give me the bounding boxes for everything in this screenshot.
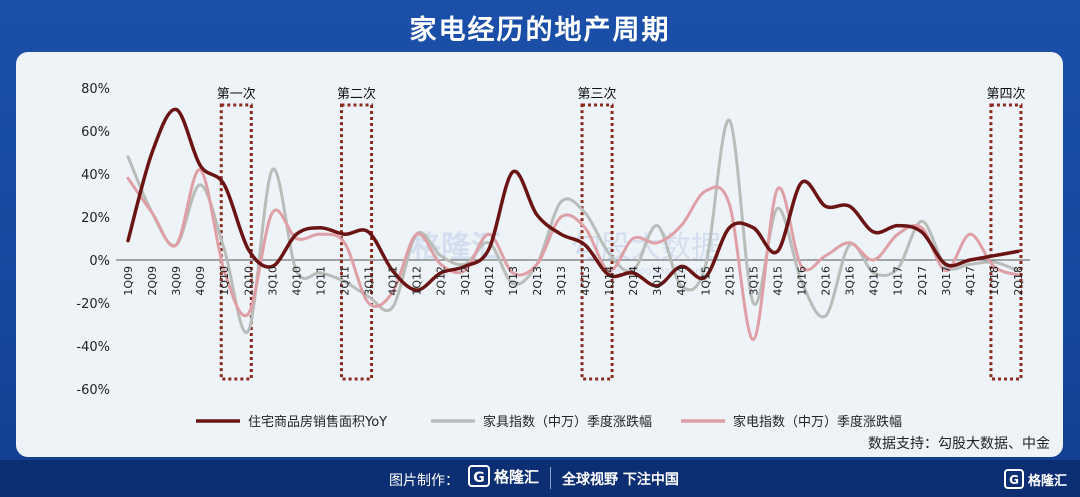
- x-tick-label: 3Q14: [651, 266, 664, 296]
- series-line-2: [126, 118, 1020, 335]
- x-tick-label: 2Q15: [723, 266, 736, 296]
- made-by-label: 图片制作：: [389, 473, 459, 489]
- x-tick-label: 2Q13: [531, 266, 544, 296]
- corner-brand: 格隆汇: [1028, 474, 1068, 489]
- x-tick-label: 3Q10: [266, 266, 279, 296]
- x-tick-label: 2Q18: [1012, 266, 1025, 296]
- x-tick-label: 1Q13: [507, 266, 520, 296]
- x-tick-label: 3Q16: [844, 266, 857, 296]
- y-tick-label: -40%: [76, 340, 110, 355]
- highlight-box: [219, 103, 253, 381]
- x-tick-label: 4Q16: [868, 266, 881, 296]
- highlight-box: [989, 103, 1023, 381]
- x-tick-label: 3Q11: [363, 266, 376, 296]
- chart-panel: [16, 52, 1063, 457]
- page-title: 家电经历的地产周期: [409, 15, 671, 46]
- x-tick-label: 3Q09: [170, 266, 183, 296]
- x-tick-label: 1Q14: [603, 266, 616, 296]
- highlight-box: [340, 103, 374, 381]
- highlight-label: 第三次: [578, 86, 617, 102]
- x-tick-label: 2Q11: [339, 266, 352, 296]
- x-tick-label: 4Q10: [290, 266, 303, 296]
- x-tick-label: 1Q18: [988, 266, 1001, 296]
- source-note: 数据支持：勾股大数据、中金: [868, 436, 1050, 452]
- x-tick-label: 4Q14: [675, 266, 688, 296]
- x-tick-label: 1Q15: [699, 266, 712, 296]
- highlight-label: 第一次: [217, 86, 256, 102]
- x-tick-label: 2Q16: [820, 266, 833, 296]
- x-tick-label: 1Q11: [314, 266, 327, 296]
- x-tick-label: 4Q17: [964, 266, 977, 296]
- x-tick-label: 1Q16: [796, 266, 809, 296]
- x-tick-label: 2Q10: [242, 266, 255, 296]
- x-tick-label: 4Q12: [483, 266, 496, 296]
- y-tick-label: 80%: [81, 82, 110, 97]
- footer-brand: 格隆汇: [494, 468, 540, 486]
- y-tick-label: 0%: [89, 254, 110, 269]
- series-line-3: [126, 168, 1020, 342]
- legend-label: 家具指数（中万）季度涨跌幅: [483, 414, 652, 430]
- x-tick-label: 2Q09: [146, 266, 159, 296]
- x-tick-label: 2Q14: [627, 266, 640, 296]
- x-tick-label: 1Q12: [411, 266, 424, 296]
- legend-label: 家电指数（中万）季度涨跌幅: [733, 414, 902, 430]
- x-tick-label: 3Q17: [940, 266, 953, 296]
- footer-divider: [550, 467, 551, 489]
- highlight-box: [580, 103, 614, 381]
- y-tick-label: 20%: [81, 211, 110, 226]
- x-tick-label: 3Q15: [747, 266, 760, 296]
- x-tick-label: 2Q17: [916, 266, 929, 296]
- x-tick-label: 1Q17: [892, 266, 905, 296]
- highlight-label: 第四次: [986, 86, 1025, 102]
- x-tick-label: 4Q15: [771, 266, 784, 296]
- y-tick-label: 40%: [81, 168, 110, 183]
- x-tick-label: 1Q10: [218, 266, 231, 296]
- series-line-1: [126, 107, 1020, 292]
- x-tick-label: 4Q09: [194, 266, 207, 296]
- x-tick-label: 3Q13: [555, 266, 568, 296]
- legend-label: 住宅商品房销售面积YoY: [248, 414, 387, 430]
- x-tick-label: 4Q13: [579, 266, 592, 296]
- highlight-label: 第二次: [337, 86, 376, 102]
- y-tick-label: 60%: [81, 125, 110, 140]
- x-tick-label: 2Q12: [435, 266, 448, 296]
- x-tick-label: 3Q12: [459, 266, 472, 296]
- brand-logo-icon: G: [468, 465, 490, 487]
- x-tick-label: 4Q11: [387, 266, 400, 296]
- footer-bar: [0, 460, 1080, 497]
- watermark-url: www.gogudata.com: [606, 266, 705, 277]
- y-tick-label: -60%: [76, 383, 110, 398]
- footer-slogan: 全球视野 下注中国: [562, 472, 679, 488]
- x-tick-label: 1Q09: [122, 266, 135, 296]
- corner-logo-icon: G: [1004, 469, 1024, 489]
- y-tick-label: -20%: [76, 297, 110, 312]
